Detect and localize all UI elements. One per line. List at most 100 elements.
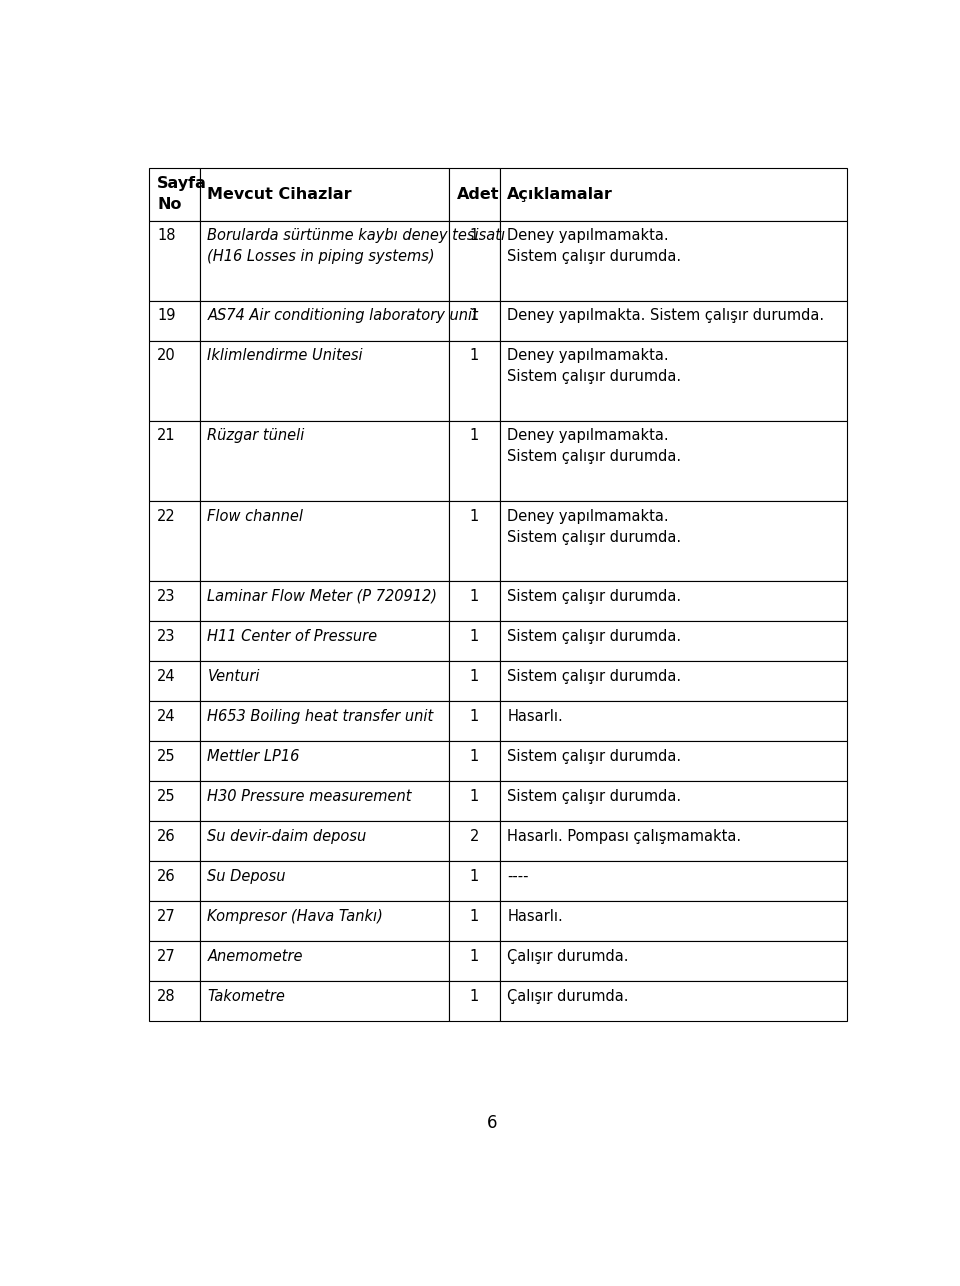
Bar bbox=[499, 500, 847, 581]
Text: Iklimlendirme Unitesi: Iklimlendirme Unitesi bbox=[207, 349, 363, 364]
Text: Çalışır durumda.: Çalışır durumda. bbox=[507, 949, 629, 964]
Text: Sistem çalışır durumda.: Sistem çalışır durumda. bbox=[507, 589, 682, 603]
Bar bbox=[150, 981, 200, 1021]
Text: 1: 1 bbox=[469, 909, 479, 923]
Bar bbox=[150, 901, 200, 941]
Text: 20: 20 bbox=[157, 349, 176, 364]
Text: 21: 21 bbox=[157, 428, 176, 444]
Text: Deney yapılmamakta.
Sistem çalışır durumda.: Deney yapılmamakta. Sistem çalışır durum… bbox=[507, 349, 682, 385]
Bar bbox=[200, 862, 449, 901]
Bar bbox=[200, 781, 449, 822]
Text: Laminar Flow Meter (P 720912): Laminar Flow Meter (P 720912) bbox=[207, 589, 438, 603]
Text: 24: 24 bbox=[157, 709, 176, 724]
Bar bbox=[449, 781, 499, 822]
Text: Rüzgar tüneli: Rüzgar tüneli bbox=[207, 428, 304, 444]
Bar bbox=[200, 661, 449, 701]
Bar bbox=[150, 421, 200, 500]
Bar bbox=[150, 822, 200, 862]
Bar bbox=[150, 500, 200, 581]
Text: 1: 1 bbox=[469, 228, 479, 243]
Bar bbox=[200, 621, 449, 661]
Text: Sistem çalışır durumda.: Sistem çalışır durumda. bbox=[507, 748, 682, 764]
Text: 1: 1 bbox=[469, 349, 479, 364]
Text: Adet: Adet bbox=[457, 186, 499, 202]
Bar bbox=[499, 822, 847, 862]
Text: Açıklamalar: Açıklamalar bbox=[507, 186, 613, 202]
Text: 1: 1 bbox=[469, 748, 479, 764]
Text: Flow channel: Flow channel bbox=[207, 508, 303, 523]
Text: 26: 26 bbox=[157, 829, 176, 844]
Bar bbox=[499, 301, 847, 341]
Text: 1: 1 bbox=[469, 788, 479, 804]
Bar bbox=[449, 661, 499, 701]
Text: 1: 1 bbox=[469, 309, 479, 323]
Text: Deney yapılmamakta.
Sistem çalışır durumda.: Deney yapılmamakta. Sistem çalışır durum… bbox=[507, 428, 682, 464]
Bar bbox=[200, 701, 449, 741]
Bar bbox=[150, 781, 200, 822]
Bar bbox=[449, 941, 499, 981]
Bar bbox=[449, 822, 499, 862]
Text: Deney yapılmamakta.
Sistem çalışır durumda.: Deney yapılmamakta. Sistem çalışır durum… bbox=[507, 228, 682, 264]
Text: Mettler LP16: Mettler LP16 bbox=[207, 748, 300, 764]
Text: 19: 19 bbox=[157, 309, 176, 323]
Text: H30 Pressure measurement: H30 Pressure measurement bbox=[207, 788, 412, 804]
Text: 18: 18 bbox=[157, 228, 176, 243]
Text: Deney yapılmamakta.
Sistem çalışır durumda.: Deney yapılmamakta. Sistem çalışır durum… bbox=[507, 508, 682, 544]
Text: 22: 22 bbox=[157, 508, 176, 523]
Text: Takometre: Takometre bbox=[207, 989, 285, 1004]
Bar bbox=[200, 220, 449, 301]
Bar bbox=[499, 862, 847, 901]
Text: Sistem çalışır durumda.: Sistem çalışır durumda. bbox=[507, 788, 682, 804]
Bar bbox=[449, 220, 499, 301]
Text: 26: 26 bbox=[157, 869, 176, 883]
Text: 1: 1 bbox=[469, 949, 479, 964]
Bar bbox=[449, 341, 499, 421]
Bar bbox=[200, 741, 449, 781]
Bar bbox=[499, 901, 847, 941]
Bar bbox=[200, 168, 449, 220]
Text: 23: 23 bbox=[157, 629, 176, 643]
Bar bbox=[150, 862, 200, 901]
Text: 1: 1 bbox=[469, 869, 479, 883]
Bar bbox=[150, 301, 200, 341]
Bar bbox=[499, 701, 847, 741]
Bar bbox=[200, 941, 449, 981]
Text: AS74 Air conditioning laboratory unit: AS74 Air conditioning laboratory unit bbox=[207, 309, 478, 323]
Bar bbox=[499, 781, 847, 822]
Bar bbox=[200, 341, 449, 421]
Text: Su Deposu: Su Deposu bbox=[207, 869, 286, 883]
Bar bbox=[499, 661, 847, 701]
Bar bbox=[150, 661, 200, 701]
Bar bbox=[200, 301, 449, 341]
Bar bbox=[499, 741, 847, 781]
Bar bbox=[449, 168, 499, 220]
Text: 1: 1 bbox=[469, 589, 479, 603]
Bar bbox=[499, 981, 847, 1021]
Text: ----: ---- bbox=[507, 869, 529, 883]
Text: Çalışır durumda.: Çalışır durumda. bbox=[507, 989, 629, 1004]
Bar bbox=[150, 621, 200, 661]
Text: 1: 1 bbox=[469, 428, 479, 444]
Text: 25: 25 bbox=[157, 788, 176, 804]
Text: 23: 23 bbox=[157, 589, 176, 603]
Text: 1: 1 bbox=[469, 508, 479, 523]
Bar bbox=[499, 168, 847, 220]
Bar bbox=[449, 581, 499, 621]
Text: Sistem çalışır durumda.: Sistem çalışır durumda. bbox=[507, 629, 682, 643]
Text: Sistem çalışır durumda.: Sistem çalışır durumda. bbox=[507, 669, 682, 684]
Text: Venturi: Venturi bbox=[207, 669, 260, 684]
Text: 6: 6 bbox=[487, 1114, 497, 1132]
Bar bbox=[150, 701, 200, 741]
Text: Hasarlı.: Hasarlı. bbox=[507, 909, 564, 923]
Bar bbox=[449, 901, 499, 941]
Bar bbox=[150, 941, 200, 981]
Bar bbox=[449, 301, 499, 341]
Bar bbox=[150, 168, 200, 220]
Text: Anemometre: Anemometre bbox=[207, 949, 303, 964]
Bar bbox=[499, 581, 847, 621]
Text: Hasarlı.: Hasarlı. bbox=[507, 709, 564, 724]
Bar bbox=[200, 822, 449, 862]
Text: 28: 28 bbox=[157, 989, 176, 1004]
Bar bbox=[499, 941, 847, 981]
Text: Hasarlı. Pompası çalışmamakta.: Hasarlı. Pompası çalışmamakta. bbox=[507, 829, 741, 844]
